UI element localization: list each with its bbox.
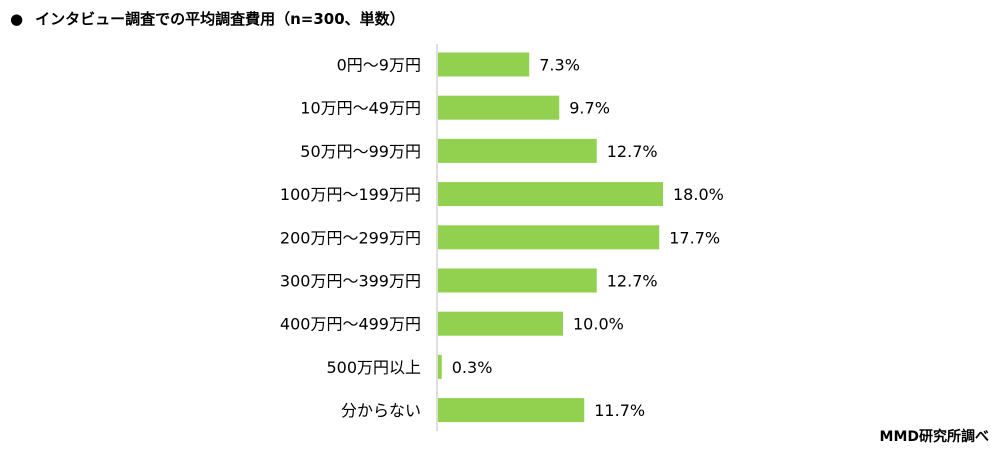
bar — [438, 311, 563, 336]
category-label: 分からない — [341, 401, 421, 420]
bar — [438, 398, 585, 423]
category-label: 50万円～99万円 — [300, 142, 421, 161]
data-label: 11.7% — [594, 401, 645, 420]
data-label: 18.0% — [673, 185, 724, 204]
chart-title: ● インタビュー調査での平均調査費用（n=300、単数） — [10, 8, 405, 29]
category-label: 500万円以上 — [326, 358, 421, 377]
data-label: 10.0% — [573, 315, 624, 334]
bullet-icon: ● — [10, 10, 24, 28]
data-label: 12.7% — [607, 142, 658, 161]
category-label: 400万円～499万円 — [280, 315, 421, 334]
data-label: 17.7% — [669, 228, 720, 247]
bar — [438, 268, 597, 293]
bar — [438, 225, 660, 250]
category-label: 0円～9万円 — [337, 56, 421, 75]
chart-title-text: インタビュー調査での平均調査費用（n=300、単数） — [35, 10, 405, 28]
data-label: 12.7% — [607, 272, 658, 291]
data-label: 7.3% — [539, 56, 580, 75]
bar — [438, 138, 597, 163]
category-label: 300万円～399万円 — [280, 272, 421, 291]
category-label: 10万円～49万円 — [300, 99, 421, 118]
category-label: 100万円～199万円 — [280, 185, 421, 204]
data-label: 9.7% — [569, 99, 610, 118]
source-note: MMD研究所調べ — [879, 429, 989, 445]
bar — [438, 52, 530, 77]
category-label: 200万円～299万円 — [280, 228, 421, 247]
bar — [438, 182, 663, 207]
bar — [438, 354, 442, 379]
data-label: 0.3% — [452, 358, 493, 377]
bar — [438, 95, 560, 120]
